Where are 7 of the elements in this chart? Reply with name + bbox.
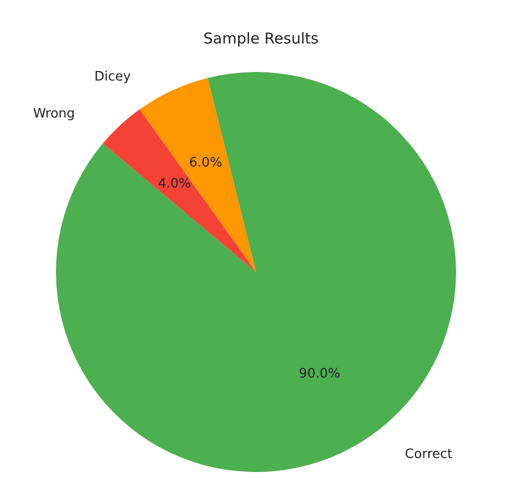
data-label: 4.0% <box>158 176 191 192</box>
slice-label: Correct <box>404 446 452 462</box>
chart-title: Sample Results <box>203 30 319 48</box>
data-label: 90.0% <box>298 366 340 382</box>
data-label: 6.0% <box>189 156 222 171</box>
slice-label: Wrong <box>33 106 75 122</box>
slice-label: Dicey <box>94 69 132 84</box>
